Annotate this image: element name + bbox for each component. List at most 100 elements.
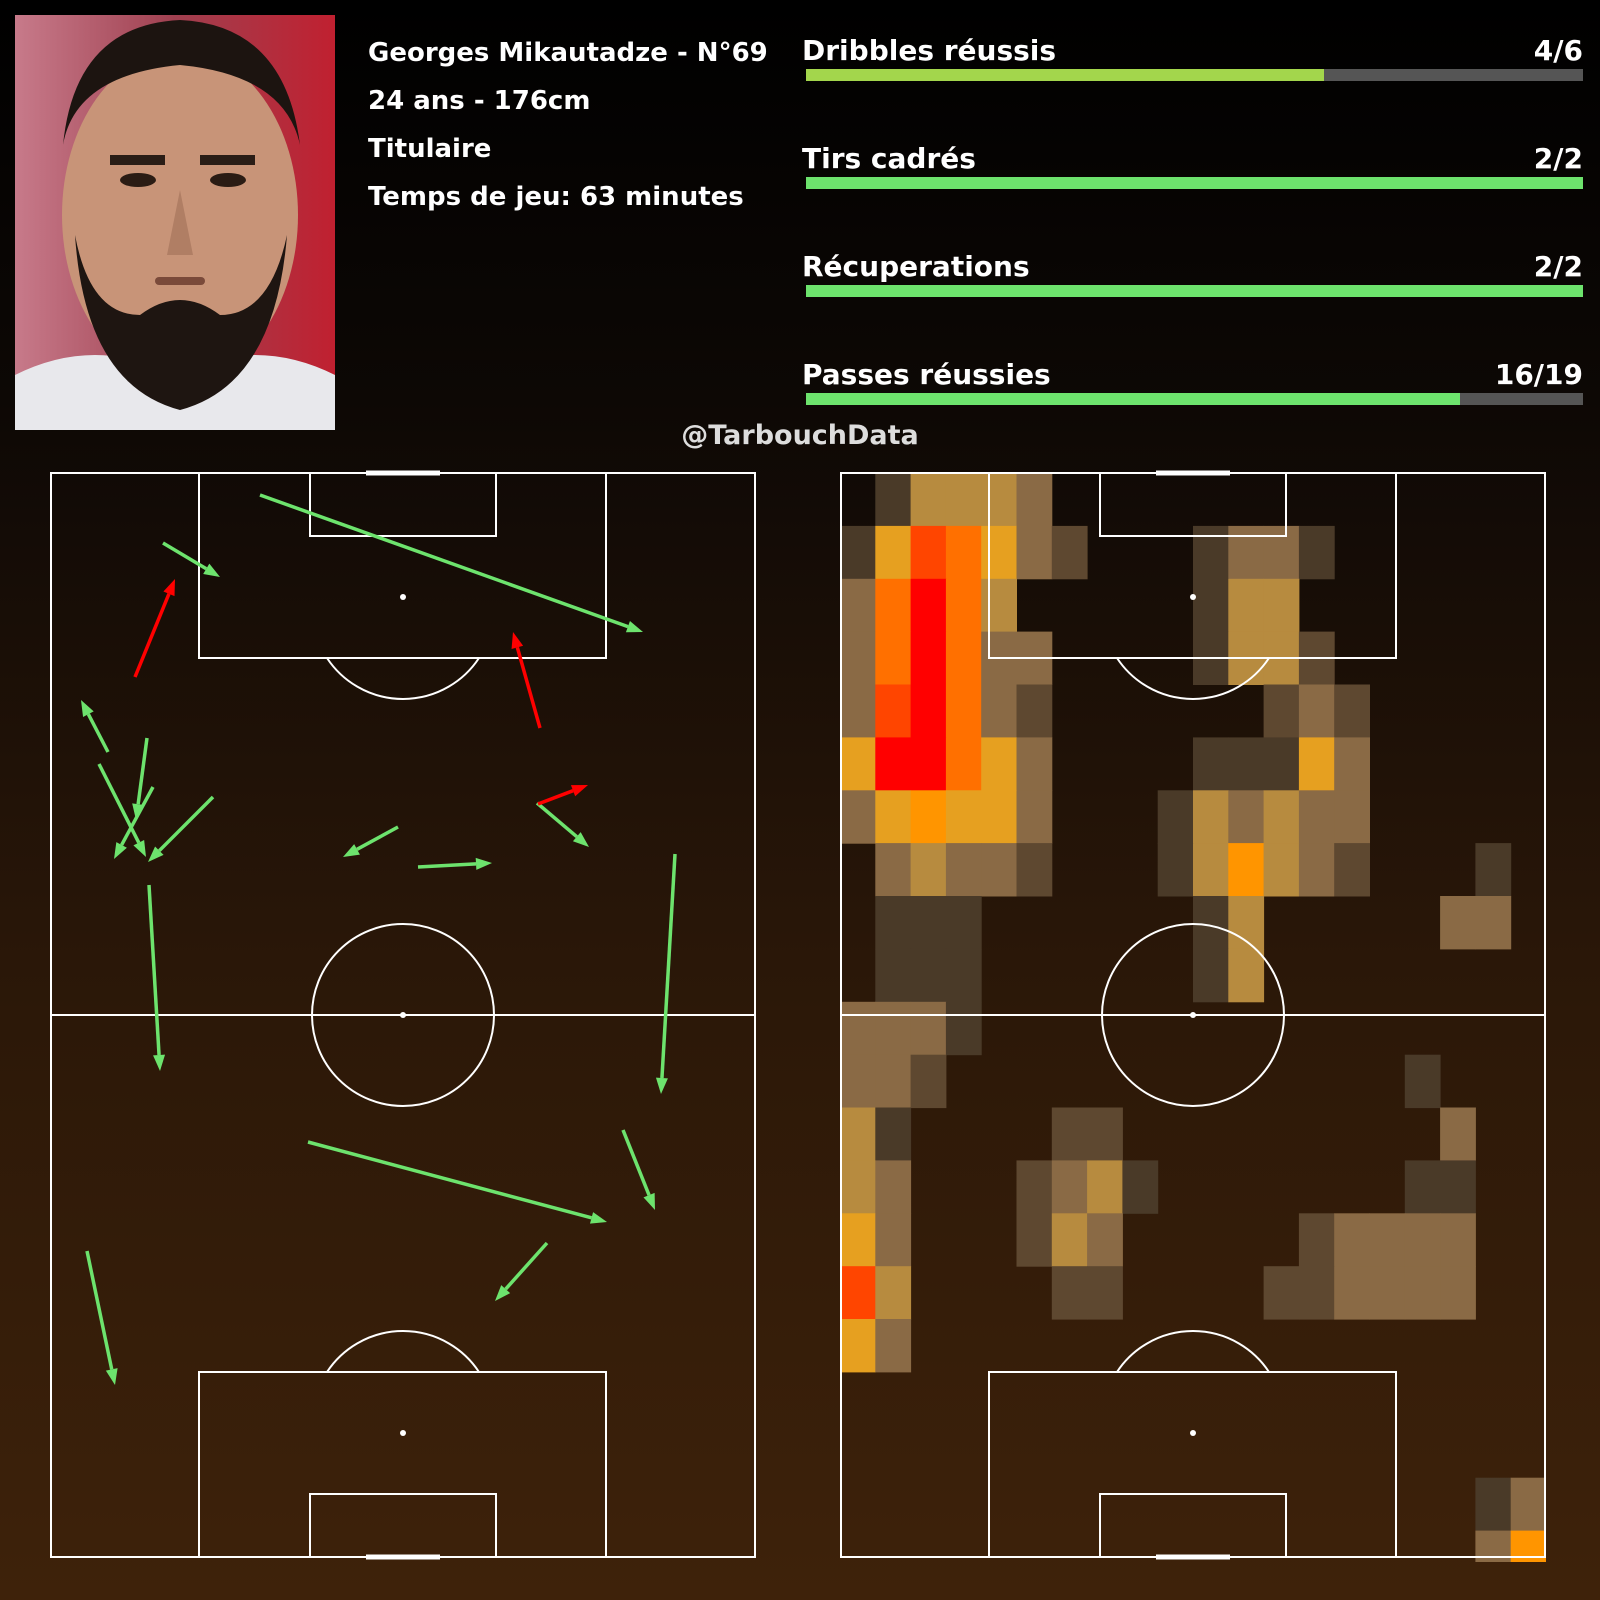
heatmap-cell bbox=[875, 843, 912, 897]
stat-label: Passes réussies bbox=[802, 358, 1051, 391]
stat-value: 2/2 bbox=[1533, 142, 1583, 175]
pass-line bbox=[136, 737, 149, 805]
heatmap-cell bbox=[875, 1160, 912, 1214]
heatmap-cell bbox=[981, 843, 1017, 897]
pass-arrowhead bbox=[133, 840, 146, 857]
heatmap-cell bbox=[981, 737, 1017, 791]
heatmap-cell bbox=[945, 843, 982, 897]
heatmap-cell bbox=[840, 684, 876, 738]
stat-value: 2/2 bbox=[1533, 250, 1583, 283]
pass-line bbox=[86, 713, 110, 753]
stat-value: 16/19 bbox=[1494, 358, 1583, 391]
heatmap-cell bbox=[945, 896, 982, 950]
heatmap-cell bbox=[945, 684, 982, 738]
pass-arrowhead bbox=[81, 700, 94, 717]
heatmap-cell bbox=[1440, 896, 1476, 950]
heatmap-cell bbox=[910, 1054, 947, 1109]
pass-arrowhead bbox=[105, 1368, 118, 1385]
stat-bar-fill bbox=[806, 177, 1583, 189]
heatmap-cell bbox=[910, 790, 947, 844]
heatmap-cell bbox=[875, 1319, 912, 1373]
pass-line bbox=[85, 1250, 114, 1370]
top-penalty-spot bbox=[1190, 594, 1196, 600]
bottom-six-yard-box bbox=[1099, 1493, 1287, 1558]
stat-bar-track bbox=[806, 393, 1583, 405]
heatmap-cell bbox=[1334, 737, 1370, 791]
player-photo bbox=[15, 15, 335, 430]
heatmap-cell bbox=[1298, 1213, 1335, 1267]
bottom-penalty-spot bbox=[1190, 1430, 1196, 1436]
bottom-penalty-spot bbox=[400, 1430, 406, 1436]
heatmap-cell bbox=[981, 473, 1017, 527]
heatmap-cell bbox=[1016, 525, 1053, 580]
heatmap-cell bbox=[1228, 737, 1265, 791]
heatmap-cell bbox=[1475, 1477, 1512, 1532]
heatmap-cell bbox=[910, 525, 947, 580]
heatmap-cell bbox=[875, 1107, 912, 1161]
pass-line bbox=[162, 541, 208, 571]
stat-bar-fill bbox=[806, 393, 1461, 405]
stat-passes: Passes réussies 16/19 bbox=[802, 358, 1583, 428]
heatmap-cell bbox=[1051, 1213, 1088, 1267]
pitch-lines bbox=[840, 470, 1546, 1560]
heatmap-cell bbox=[840, 790, 876, 844]
pass-line bbox=[537, 789, 574, 806]
top-penalty-spot bbox=[400, 594, 406, 600]
heatmap-cell bbox=[981, 578, 1017, 633]
heatmap-cell bbox=[1087, 1266, 1123, 1320]
heatmap-cell bbox=[875, 473, 912, 527]
heatmap-cell bbox=[910, 843, 947, 897]
heatmap-cell bbox=[840, 1107, 876, 1161]
heatmap-cell bbox=[875, 948, 912, 1003]
heatmap-cell bbox=[945, 631, 982, 685]
heatmap-cell bbox=[840, 1266, 876, 1320]
pass-line bbox=[504, 1241, 549, 1291]
heatmap-cell bbox=[840, 525, 876, 580]
heatmap-cell bbox=[1157, 790, 1194, 844]
top-six-yard-box bbox=[309, 472, 497, 537]
heatmap-cell bbox=[1440, 1213, 1476, 1267]
heatmap-cells bbox=[840, 473, 1546, 1562]
stat-value: 4/6 bbox=[1533, 34, 1583, 67]
bottom-penalty-arc bbox=[326, 1330, 480, 1373]
heatmap-cell bbox=[840, 578, 876, 633]
stat-bar-fill bbox=[806, 69, 1324, 81]
pass-line bbox=[259, 493, 629, 629]
player-status: Titulaire bbox=[368, 134, 492, 164]
heatmap-cell bbox=[840, 1319, 876, 1373]
player-portrait-image bbox=[15, 15, 335, 430]
heatmap-cell bbox=[840, 631, 876, 685]
heatmap-cell bbox=[945, 473, 982, 527]
heatmap-cell bbox=[1016, 684, 1053, 738]
top-penalty-arc bbox=[326, 657, 480, 700]
heatmap-cell bbox=[1051, 1266, 1088, 1320]
heatmap-cell bbox=[1263, 737, 1300, 791]
stat-dribbles: Dribbles réussis 4/6 bbox=[802, 34, 1583, 104]
heatmap-cell bbox=[1193, 525, 1229, 580]
heatmap-cell bbox=[1404, 1160, 1441, 1214]
pass-line bbox=[158, 795, 215, 852]
heatmap-cell bbox=[840, 1001, 876, 1056]
heatmap-cell bbox=[1298, 843, 1335, 897]
pass-arrowhead bbox=[570, 785, 588, 797]
center-spot bbox=[1190, 1012, 1196, 1018]
heatmap-cell bbox=[1298, 684, 1335, 738]
heatmap-cell bbox=[1334, 684, 1370, 738]
pass-arrowhead bbox=[475, 857, 492, 870]
player-name-number: Georges Mikautadze - N°69 bbox=[368, 38, 768, 68]
heatmap-cell bbox=[1016, 737, 1053, 791]
heatmap-cell bbox=[1263, 578, 1300, 633]
stat-bar-fill bbox=[806, 285, 1583, 297]
heatmap-cell bbox=[1298, 790, 1335, 844]
heatmap-cell bbox=[1193, 737, 1229, 791]
pass-line bbox=[660, 853, 677, 1079]
watermark: @TarbouchData bbox=[681, 420, 919, 451]
heatmap-cell bbox=[875, 1054, 912, 1109]
pass-arrowhead bbox=[572, 832, 589, 847]
heatmap-cell bbox=[981, 525, 1017, 580]
heatmap-cell bbox=[1298, 525, 1335, 580]
stat-shots-on-target: Tirs cadrés 2/2 bbox=[802, 142, 1583, 212]
heatmap-cell bbox=[1475, 896, 1512, 950]
heatmap-cell bbox=[875, 1266, 912, 1320]
heatmap-cell bbox=[1016, 843, 1053, 897]
